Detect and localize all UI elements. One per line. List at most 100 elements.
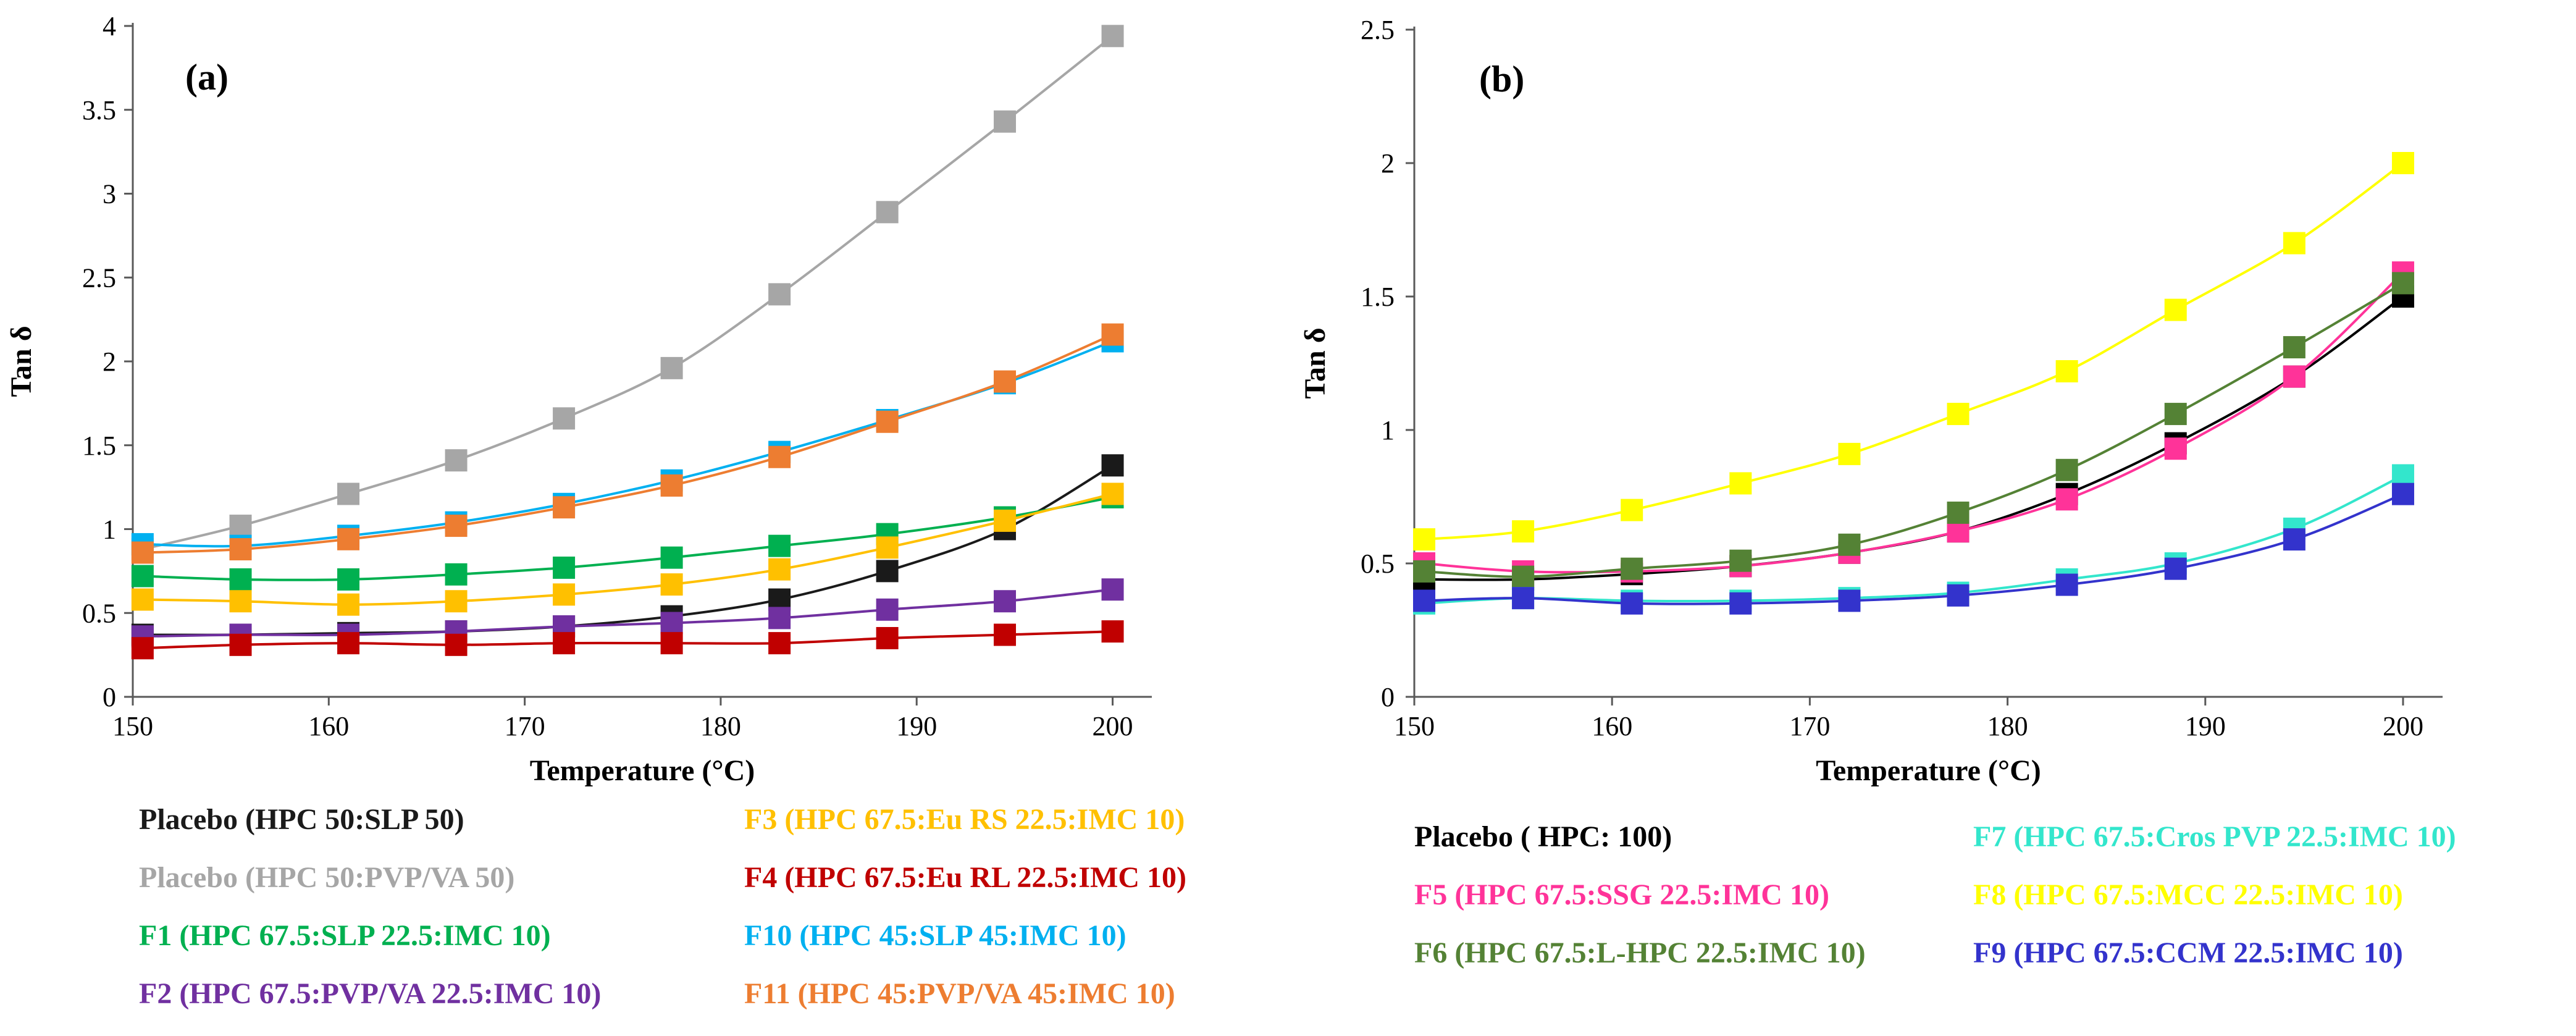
data-point	[445, 563, 468, 586]
data-point	[2164, 298, 2187, 321]
data-point	[1621, 499, 1643, 521]
data-point	[445, 590, 468, 613]
data-point	[131, 637, 154, 660]
legend-entry: F6 (HPC 67.5:L-HPC 22.5:IMC 10)	[1414, 937, 1866, 969]
data-point	[1101, 620, 1124, 643]
data-point	[1512, 520, 1535, 543]
series-2	[131, 25, 1124, 561]
legend: Placebo ( HPC: 100) F7 (HPC 67.5:Cros PVP…	[1414, 820, 2456, 969]
data-point	[1101, 578, 1124, 601]
data-point	[2164, 557, 2187, 580]
x-tick-label: 190	[896, 711, 937, 741]
data-point	[1947, 501, 1970, 524]
y-tick-label: 1	[1381, 415, 1395, 445]
series-line	[142, 492, 1114, 606]
data-point	[229, 538, 252, 561]
data-point	[660, 573, 683, 596]
x-axis-title: Temperature (°C)	[1816, 754, 2041, 787]
data-point	[1947, 584, 1970, 607]
series-5	[131, 482, 1124, 616]
data-point	[229, 633, 252, 656]
x-tick-label: 160	[308, 711, 349, 741]
panel-label: (b)	[1479, 59, 1524, 99]
series-line	[142, 630, 1113, 650]
data-point	[131, 541, 154, 564]
data-point	[2391, 152, 2414, 174]
series-2	[1413, 261, 2414, 583]
legend-entry: Placebo (HPC 50:SLP 50)	[139, 803, 464, 836]
data-point	[2055, 458, 2078, 481]
data-point	[2391, 464, 2414, 487]
series-8	[131, 323, 1124, 564]
series-3	[131, 486, 1124, 591]
data-point	[1101, 323, 1124, 346]
data-point	[553, 583, 576, 606]
legend-entry: F5 (HPC 67.5:SSG 22.5:IMC 10)	[1414, 878, 1829, 911]
data-point	[2391, 272, 2414, 295]
legend-entry: F4 (HPC 67.5:Eu RL 22.5:IMC 10)	[744, 861, 1186, 894]
data-point	[994, 590, 1017, 613]
series-line	[142, 333, 1114, 554]
data-point	[994, 110, 1017, 133]
y-tick-label: 4	[103, 11, 116, 41]
x-tick-label: 170	[505, 711, 545, 741]
series-line	[142, 495, 1113, 581]
series-line	[1424, 492, 2404, 605]
legend-entry: Placebo ( HPC: 100)	[1414, 820, 1672, 853]
series-line	[142, 340, 1114, 548]
chart-panel-b: 0 0.5 1 1.5 2 2.5 150 160 170 180 190 200 Temperatur…	[1299, 15, 2456, 969]
y-axis-title: Tan δ	[5, 326, 38, 397]
data-point	[445, 633, 468, 656]
legend-entry: F9 (HPC 67.5:CCM 22.5:IMC 10)	[1973, 937, 2403, 969]
data-point	[768, 632, 791, 655]
data-point	[768, 534, 791, 557]
x-tick-label: 180	[700, 711, 741, 741]
x-tick-label: 180	[1987, 711, 2028, 741]
data-point	[1101, 454, 1124, 477]
legend-entry: F3 (HPC 67.5:Eu RS 22.5:IMC 10)	[744, 803, 1185, 836]
chart-panel-a: 0 0.5 1 1.5 2 2.5 3 3.5 4 150 160 170 180 190 200 Tempe…	[5, 11, 1186, 1010]
x-tick-label: 190	[2185, 711, 2226, 741]
series-line	[1424, 295, 2404, 581]
data-point	[1413, 528, 1436, 551]
data-point	[2055, 360, 2078, 382]
x-axis-title: Temperature (°C)	[530, 754, 755, 787]
x-tick-label: 160	[1592, 711, 1632, 741]
panel-label: (a)	[185, 57, 229, 98]
data-point	[1729, 592, 1752, 615]
series-4	[1413, 464, 2414, 615]
legend-entry: F10 (HPC 45:SLP 45:IMC 10)	[744, 919, 1126, 952]
legend-entry: F11 (HPC 45:PVP/VA 45:IMC 10)	[744, 977, 1175, 1010]
y-tick-label: 0.5	[82, 598, 116, 628]
data-point	[660, 632, 683, 655]
data-point	[1413, 589, 1436, 612]
x-tick-label: 200	[1093, 711, 1133, 741]
data-point	[1947, 403, 1970, 426]
data-point	[229, 515, 252, 537]
y-tick-label: 1.5	[82, 431, 116, 461]
series-1	[131, 454, 1124, 646]
y-tick-label: 2	[103, 347, 116, 377]
data-point	[660, 612, 683, 634]
data-point	[553, 556, 576, 579]
data-point	[2055, 573, 2078, 596]
data-point	[994, 370, 1017, 393]
x-tick-label: 150	[112, 711, 153, 741]
data-point	[229, 590, 252, 613]
y-tick-label: 3.5	[82, 95, 116, 125]
y-tick-label: 1	[103, 515, 116, 545]
y-tick-label: 0.5	[1361, 549, 1395, 579]
y-tick-label: 3	[103, 179, 116, 209]
data-point	[337, 593, 360, 616]
data-point	[131, 565, 154, 587]
data-point	[768, 445, 791, 468]
legend-entry: F8 (HPC 67.5:MCC 22.5:IMC 10)	[1973, 878, 2403, 911]
x-tick-label: 200	[2383, 711, 2423, 741]
series-line	[1424, 162, 2404, 541]
data-point	[660, 546, 683, 569]
series-6	[131, 620, 1124, 660]
data-point	[1101, 25, 1124, 48]
data-point	[553, 496, 576, 519]
data-point	[553, 632, 576, 655]
